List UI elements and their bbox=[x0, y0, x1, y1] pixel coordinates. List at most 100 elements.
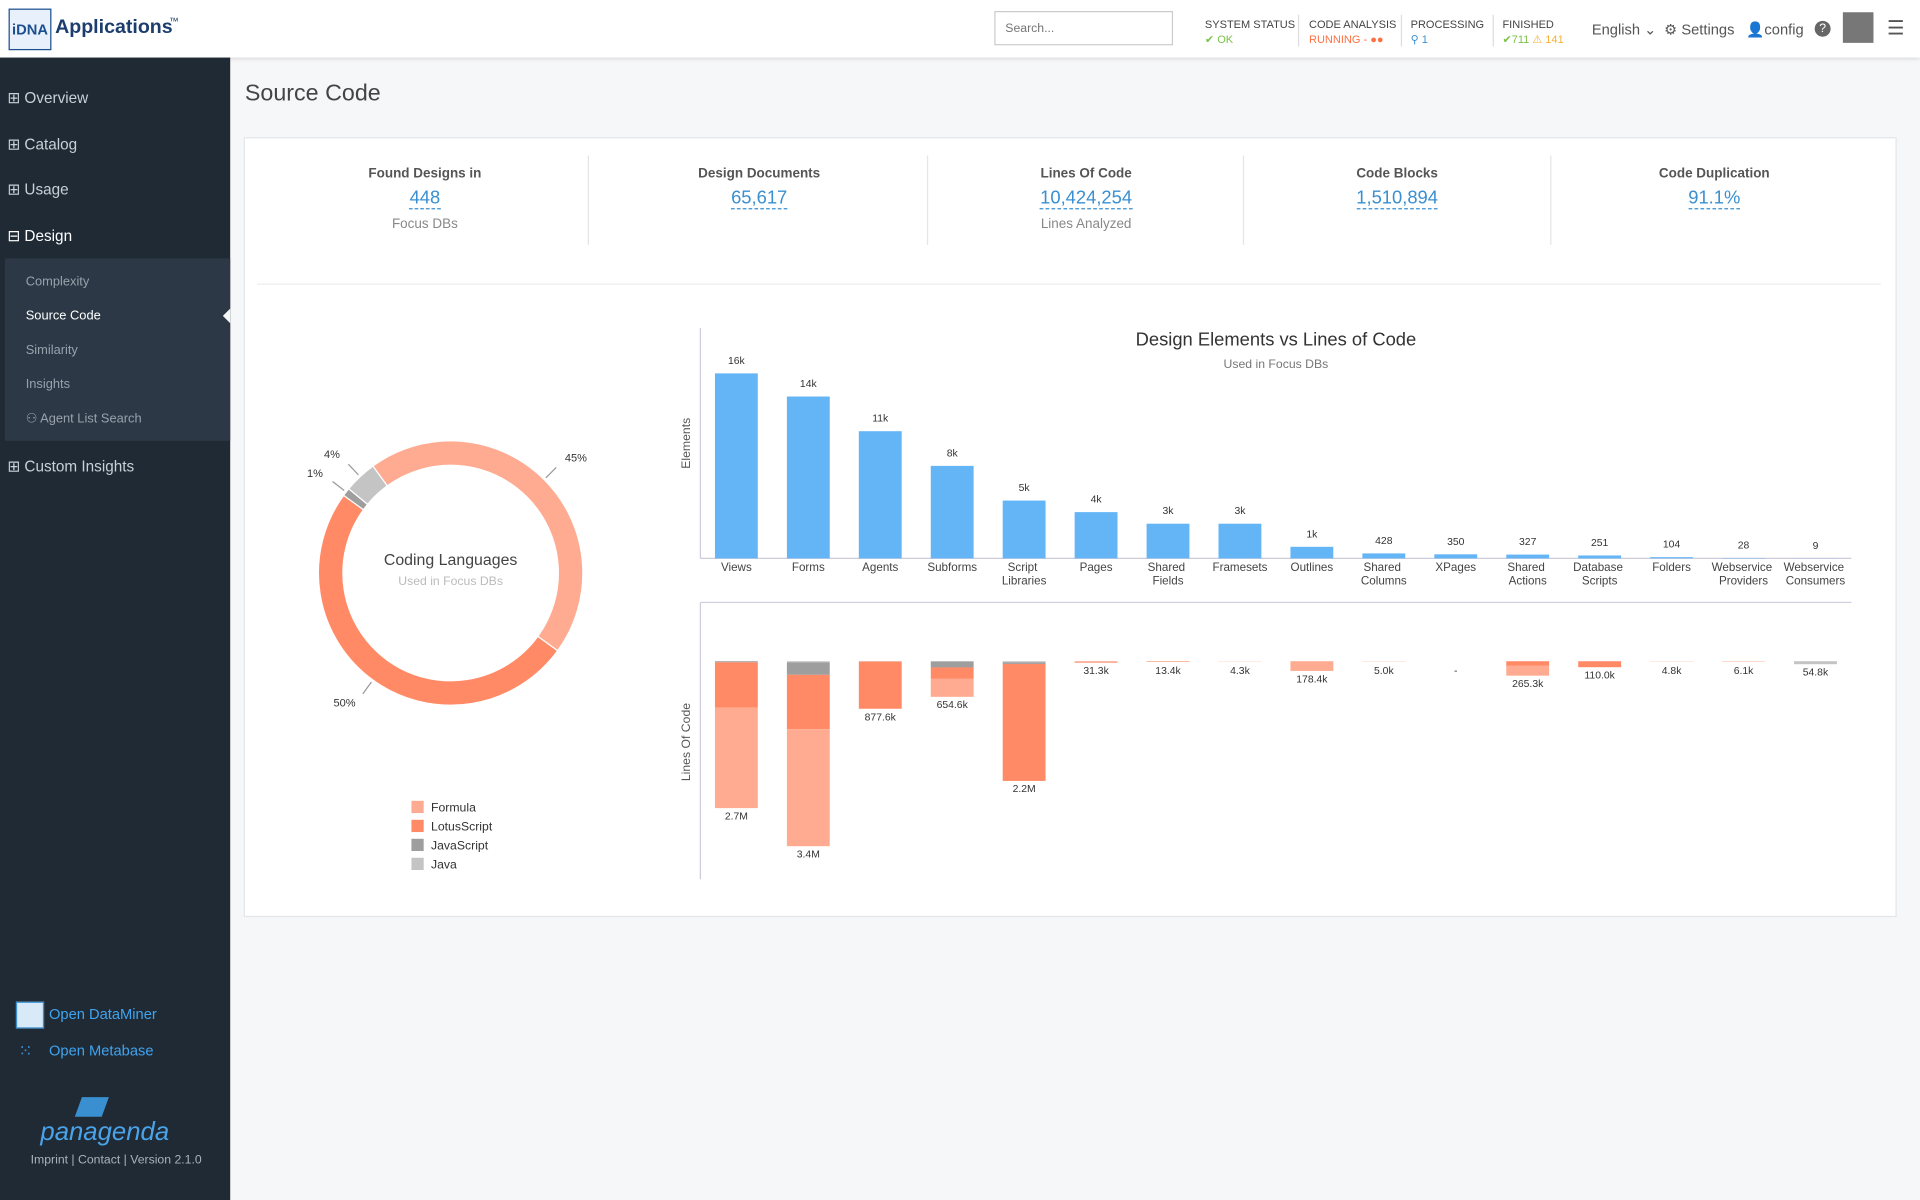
bar bbox=[1146, 523, 1190, 559]
value-label: 4k bbox=[1091, 495, 1103, 506]
nav-item[interactable]: ⊟ Design bbox=[7, 227, 73, 245]
bar bbox=[714, 373, 758, 559]
value-label: 11k bbox=[872, 414, 889, 425]
x-tick-label: Outlines bbox=[1291, 561, 1334, 574]
total-label: - bbox=[1454, 666, 1457, 677]
legend-label: LotusScript bbox=[431, 819, 493, 833]
status-warn: ⚠ 141 bbox=[1532, 33, 1564, 46]
value-label: 28 bbox=[1738, 541, 1750, 552]
x-tick-label: Forms bbox=[792, 561, 825, 574]
submenu bbox=[4, 258, 231, 441]
kpi-sub: Focus DBs bbox=[391, 216, 458, 232]
stack-segment bbox=[714, 707, 758, 809]
status-label: SYSTEM STATUS bbox=[1204, 18, 1296, 31]
sub-item[interactable]: Complexity bbox=[25, 274, 90, 289]
stack-segment bbox=[1002, 662, 1046, 664]
header: iDNA Applications ™ SYSTEM STATUS ✔ OK C… bbox=[0, 0, 1920, 58]
donut-subtitle: Used in Focus DBs bbox=[398, 574, 503, 588]
nav-text: Usage bbox=[24, 181, 69, 199]
stack-segment bbox=[1002, 661, 1046, 663]
x-tick-label: Script Libraries bbox=[1002, 561, 1047, 587]
kpi-value-text: 448 bbox=[409, 187, 441, 210]
stack-segment bbox=[930, 661, 974, 668]
status-value: ✔ OK bbox=[1204, 33, 1234, 46]
sub-item[interactable]: Source Code bbox=[25, 308, 101, 324]
sub-item[interactable]: Similarity bbox=[25, 342, 78, 358]
nav-text: Custom Insights bbox=[24, 457, 135, 476]
help[interactable]: ? bbox=[1814, 20, 1831, 37]
stack-segment bbox=[1506, 665, 1550, 676]
bar bbox=[1650, 557, 1694, 559]
user[interactable]: 👤config bbox=[1746, 20, 1804, 38]
footer: Imprint | Contact | Version 2.1.0 bbox=[30, 1153, 202, 1167]
total-label: 54.8k bbox=[1803, 668, 1829, 679]
total-label: 4.8k bbox=[1662, 666, 1682, 677]
nav-item[interactable]: ⊞ Usage bbox=[7, 181, 69, 199]
value-label: 3k bbox=[1234, 506, 1246, 517]
kpi-divider bbox=[1242, 155, 1245, 245]
status-label: PROCESSING bbox=[1410, 18, 1485, 31]
app-name[interactable]: Applications bbox=[55, 17, 173, 38]
kpi-value-text: 1,510,894 bbox=[1356, 187, 1438, 210]
x-tick-label: Views bbox=[721, 561, 752, 574]
logo[interactable]: iDNA bbox=[8, 8, 52, 51]
kpi-title: Lines Of Code bbox=[1040, 166, 1132, 182]
total-label: 2.2M bbox=[1013, 784, 1036, 795]
kpi-value: 65,617 bbox=[637, 187, 882, 210]
bar bbox=[1362, 553, 1406, 559]
divider bbox=[1400, 14, 1403, 47]
legend-label: Java bbox=[431, 857, 457, 871]
total-label: 110.0k bbox=[1584, 671, 1615, 682]
value-label: 104 bbox=[1663, 540, 1681, 551]
trademark: ™ bbox=[168, 15, 179, 27]
legend-label: JavaScript bbox=[431, 838, 489, 852]
sidebar: ⊞ Overview ⊞ Catalog ⊞ Usage ⊟ Design Co… bbox=[0, 57, 231, 1200]
slice-label: 45% bbox=[565, 453, 587, 465]
metabase-icon: ⁙ bbox=[18, 1040, 33, 1061]
total-label: 31.3k bbox=[1083, 666, 1109, 677]
sub-item[interactable]: ⚇ Agent List Search bbox=[25, 411, 142, 427]
language[interactable]: English ⌄ bbox=[1591, 20, 1657, 38]
stack-segment bbox=[930, 667, 974, 679]
menu[interactable]: ☰ bbox=[1886, 18, 1905, 40]
link[interactable]: Open DataMiner bbox=[48, 1005, 157, 1023]
x-tick-label: Pages bbox=[1080, 561, 1113, 574]
total-label: 654.6k bbox=[937, 700, 969, 711]
nav-text: Catalog bbox=[24, 135, 78, 154]
nav-item[interactable]: ⊞ Overview bbox=[7, 89, 89, 107]
link[interactable]: Open Metabase bbox=[48, 1042, 154, 1060]
sub-item[interactable]: Insights bbox=[25, 377, 71, 392]
x-tick-label: Subforms bbox=[927, 561, 977, 574]
leader bbox=[545, 466, 557, 479]
bar bbox=[858, 431, 902, 559]
kpi-title: Code Blocks bbox=[1356, 166, 1438, 182]
stack-segment bbox=[1074, 661, 1118, 662]
user-text: config bbox=[1764, 20, 1804, 38]
x-tick-label: Agents bbox=[862, 561, 898, 574]
nav-item[interactable]: ⊞ Custom Insights bbox=[7, 457, 135, 476]
divider bbox=[1297, 14, 1300, 47]
leader bbox=[332, 481, 345, 491]
settings[interactable]: ⚙ Settings bbox=[1664, 20, 1735, 38]
nav-item[interactable]: ⊞ Catalog bbox=[7, 135, 78, 154]
bar bbox=[1002, 500, 1046, 559]
search[interactable] bbox=[994, 11, 1174, 46]
donut-title: Coding Languages bbox=[384, 552, 518, 569]
x-tick-label: Webservice Providers bbox=[1712, 561, 1776, 587]
bar bbox=[1074, 512, 1118, 559]
total-label: 4.3k bbox=[1230, 666, 1250, 677]
stack-segment bbox=[858, 708, 902, 709]
fullscreen[interactable] bbox=[1842, 12, 1874, 43]
total-label: 6.1k bbox=[1734, 666, 1754, 677]
stack-segment bbox=[1506, 661, 1550, 666]
kpi-value: 448 bbox=[302, 187, 547, 210]
dataminer-icon bbox=[15, 1001, 45, 1029]
kpi-value: 1,510,894 bbox=[1275, 187, 1520, 210]
x-tick-label: Webservice Consumers bbox=[1784, 561, 1848, 587]
x-tick-label: Shared Columns bbox=[1361, 561, 1407, 587]
stack-segment bbox=[1002, 663, 1046, 781]
kpi-title: Design Documents bbox=[698, 166, 821, 182]
kpi-title: Code Duplication bbox=[1658, 166, 1770, 182]
leader bbox=[362, 681, 372, 695]
